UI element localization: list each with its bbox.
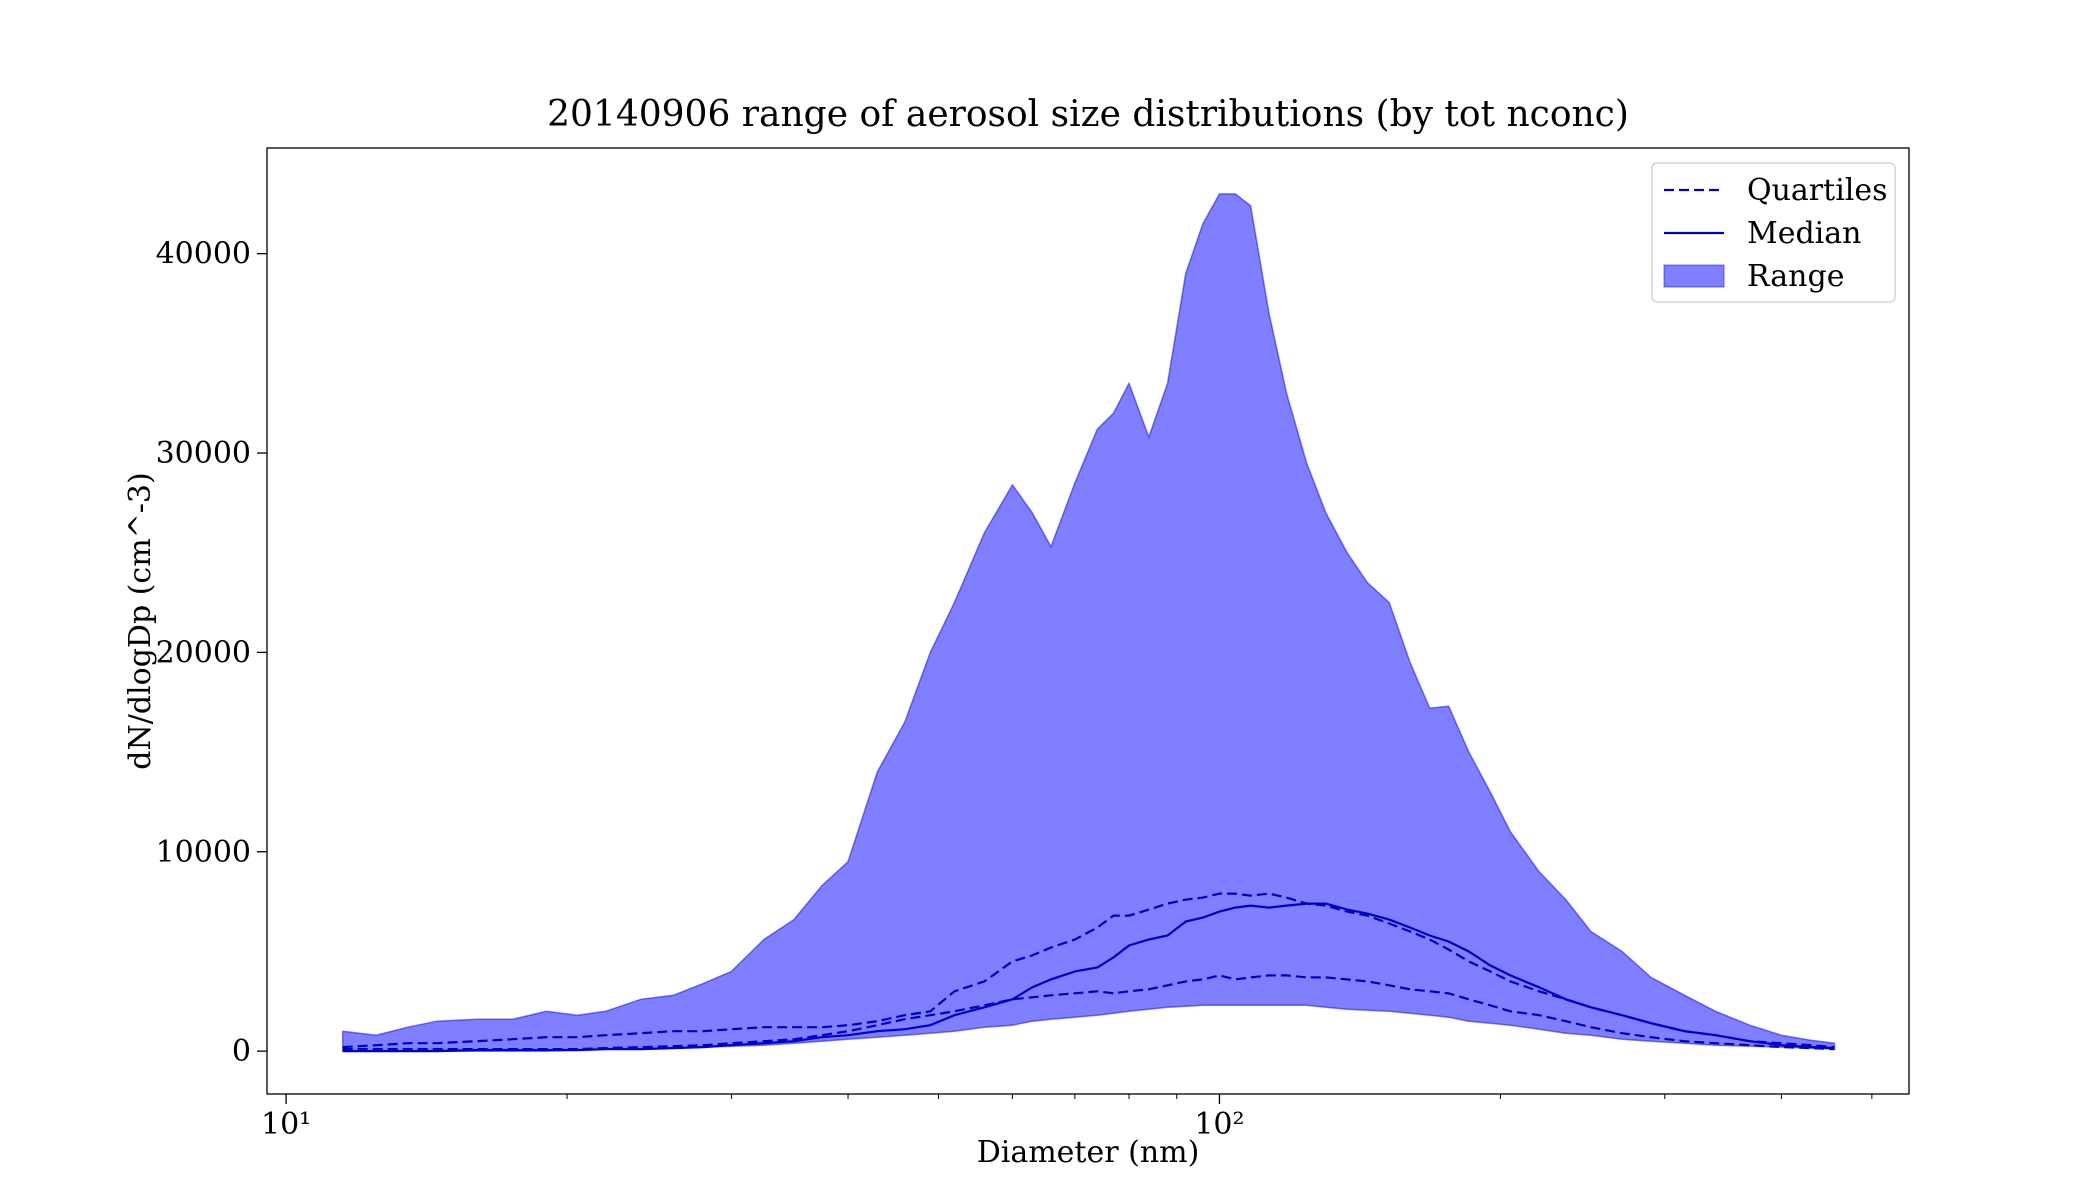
y-axis-label: dN/dlogDp (cm^-3) — [123, 472, 158, 769]
legend-label: Range — [1747, 259, 1844, 294]
legend: Quartiles Median Range — [1651, 162, 1896, 303]
legend-swatch — [1663, 264, 1725, 288]
y-tick-label: 40000 — [156, 237, 251, 272]
legend-label: Median — [1747, 216, 1861, 251]
y-tick-label: 30000 — [156, 436, 251, 471]
legend-label: Quartiles — [1747, 173, 1888, 208]
y-tick-label: 0 — [232, 1034, 251, 1069]
range-area — [341, 193, 1836, 1052]
y-tick-label: 20000 — [156, 635, 251, 670]
chart-title: 20140906 range of aerosol size distribut… — [547, 94, 1629, 135]
x-tick-label: 10² — [1194, 1107, 1244, 1142]
quartile-line — [342, 892, 1835, 1049]
median-line — [342, 902, 1835, 1053]
x-tick-label: 10¹ — [261, 1107, 311, 1142]
y-tick-label: 10000 — [156, 835, 251, 870]
x-axis-label: Diameter (nm) — [977, 1135, 1200, 1170]
plot-frame — [266, 147, 1910, 1095]
